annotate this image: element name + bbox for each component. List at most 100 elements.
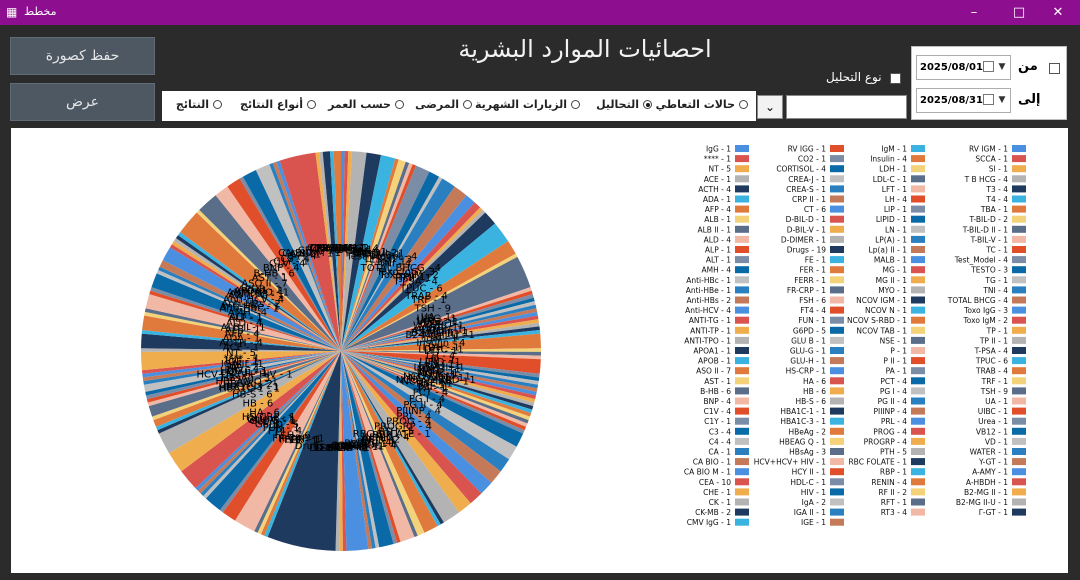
legend-entry: HDL-C - 1: [790, 478, 826, 487]
legend-entry: RV IGG - 1: [788, 145, 827, 154]
chevron-down-icon: ▼: [998, 95, 1006, 105]
pie-slice: [142, 351, 341, 382]
pie-slice: [341, 223, 509, 351]
pie-slice-label: NT - 5: [226, 348, 256, 359]
pie-slice-label: IGE - 1: [225, 357, 258, 368]
pie-slice-label: ALD - 4: [226, 318, 262, 329]
pie-slice: [341, 150, 345, 351]
legend-entry: PG I - 4: [880, 387, 907, 396]
legend-swatch: [830, 508, 844, 516]
legend-entry: HBsAg - 3: [789, 448, 826, 457]
from-date-picker[interactable]: 2025/08/01 ▼: [916, 55, 1011, 80]
legend-swatch: [1012, 205, 1026, 213]
legend-entry: Anti-HBe - 1: [686, 286, 731, 295]
legend-swatch: [830, 468, 844, 476]
legend-entry: LN - 1: [885, 225, 907, 234]
pie-slice: [341, 351, 347, 551]
legend-swatch: [830, 488, 844, 496]
pie-slice: [151, 273, 341, 351]
pie-slice: [341, 164, 417, 351]
legend-entry: Anti-HBs - 2: [686, 296, 731, 305]
legend-swatch: [735, 185, 749, 193]
maximize-icon[interactable]: □: [1012, 5, 1026, 20]
minimize-icon[interactable]: –: [970, 5, 978, 20]
legend-swatch: [1012, 215, 1026, 223]
legend-entry: Drugs - 19: [787, 246, 827, 255]
pie-slice-label: UIBC - 1: [416, 314, 456, 325]
radio-patients[interactable]: المرضى: [415, 98, 472, 111]
pie-slice-label: MYO - 1: [418, 370, 456, 381]
view-button[interactable]: عرض: [10, 83, 155, 121]
pie-slice-label: CMV IgM - 2: [309, 243, 369, 254]
legend-swatch: [911, 145, 925, 152]
pie-slice-label: TESTO - 3: [362, 255, 412, 266]
pie-slice-label: SCCA - 1: [322, 243, 365, 254]
legend-entry: VB12 - 1: [976, 427, 1008, 436]
legend-swatch: [911, 266, 925, 274]
pie-slice: [195, 351, 341, 491]
pie-slice-label: TRAB - 4: [404, 291, 448, 302]
legend-entry: ACTH - 4: [698, 185, 731, 194]
legend-entry: IGE - 1: [801, 518, 826, 527]
legend-swatch: [830, 215, 844, 223]
radio-by-age[interactable]: حسب العمر: [328, 98, 404, 111]
pie-slice-label: Test_Model - 4: [345, 252, 417, 263]
pie-slice: [341, 152, 382, 351]
radio-substance-cases[interactable]: حالات التعاطي: [656, 98, 748, 111]
pie-slice: [219, 351, 341, 513]
chevron-down-icon: ⌄: [764, 100, 776, 114]
legend-swatch: [911, 326, 925, 334]
pie-slice-label: Anti-HBe - 1: [220, 302, 280, 313]
legend-entry: APOB - 1: [698, 357, 731, 366]
pie-slice: [341, 351, 538, 392]
close-icon[interactable]: ✕: [1052, 5, 1064, 20]
pie-slice: [341, 351, 533, 414]
pie-slice: [341, 351, 536, 400]
pie-slice: [169, 244, 341, 351]
radio-result-types[interactable]: أنواع النتائج: [240, 98, 316, 111]
pie-slice: [341, 351, 376, 549]
analysis-type-checkbox[interactable]: [890, 73, 901, 84]
radio-analyses[interactable]: التحاليل: [596, 98, 652, 111]
legend-swatch: [830, 185, 844, 193]
pie-slice: [341, 319, 539, 351]
legend-entry: TRAB - 4: [975, 367, 1008, 376]
legend-entry: ALT - 1: [706, 256, 731, 265]
pie-slice: [322, 151, 341, 351]
analysis-type-select[interactable]: [786, 95, 907, 119]
pie-slice-label: BNP - 4: [263, 263, 300, 274]
legend-swatch: [735, 246, 749, 253]
pie-slice-label: D-BIL-V - 1: [315, 443, 367, 454]
pie-slice: [341, 212, 496, 351]
pie-slice: [141, 329, 341, 351]
legend-entry: TC - 1: [985, 246, 1008, 255]
legend-entry: MG - 1: [882, 266, 907, 275]
legend-swatch: [735, 336, 749, 344]
legend-entry: CRP II - 1: [792, 195, 826, 204]
legend-entry: A-AMY - 1: [972, 468, 1008, 477]
analysis-type-option[interactable]: نوع التحليل: [826, 70, 901, 84]
pie-slice: [341, 241, 516, 351]
radio-results[interactable]: النتائج: [176, 98, 222, 111]
pie-slice-label: HB-S - 6: [232, 389, 273, 400]
pie-slice-label: B-HB - 6: [254, 269, 295, 280]
legend-entry: IgM - 1: [881, 145, 907, 154]
pie-slice-label: SI - 1: [333, 243, 359, 254]
legend-entry: ANTI-TG - 1: [689, 316, 731, 325]
pie-slice-label: RFT - 1: [361, 436, 396, 447]
legend-entry: PCT - 4: [880, 377, 907, 386]
dropdown-toggle-button[interactable]: ⌄: [757, 95, 783, 119]
legend-swatch: [735, 266, 749, 274]
legend-entry: NCOV TAB - 1: [856, 326, 907, 335]
save-image-button[interactable]: حفظ كصورة: [10, 37, 155, 75]
legend-entry: CREA-J - 1: [788, 175, 826, 184]
legend-swatch: [735, 508, 749, 516]
legend-swatch: [1012, 397, 1026, 405]
legend-swatch: [830, 175, 844, 183]
legend-swatch: [735, 478, 749, 486]
legend-swatch: [1012, 437, 1026, 445]
to-date-picker[interactable]: 2025/08/31 ▼: [916, 88, 1011, 113]
radio-monthly-visits[interactable]: الزيارات الشهرية: [475, 98, 580, 111]
pie-slice-label: LH - 4: [426, 351, 455, 362]
date-filter-checkbox[interactable]: [1049, 63, 1060, 74]
